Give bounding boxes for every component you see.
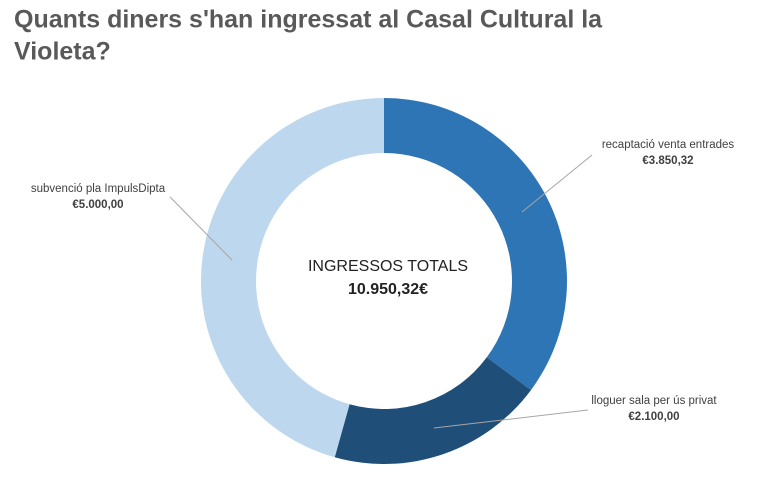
value-label: €3.850,32 <box>642 155 693 167</box>
donut-slice <box>200 98 384 458</box>
leader-line <box>169 196 233 261</box>
leader-line <box>521 154 593 213</box>
slice-label: subvenció pla ImpulsDipta <box>31 183 166 195</box>
slice-label: recaptació venta entrades <box>602 139 735 151</box>
chart-title: Violeta? <box>14 38 111 66</box>
center-value: 10.950,32€ <box>348 281 428 298</box>
value-label: €5.000,00 <box>72 199 123 211</box>
center-title: INGRESSOS TOTALS <box>308 258 468 275</box>
chart-title: Quants diners s'han ingressat al Casal C… <box>14 6 603 34</box>
value-label: €2.100,00 <box>628 411 679 423</box>
slice-label: lloguer sala per ús privat <box>591 395 717 407</box>
leader-line <box>433 409 589 429</box>
donut-slice <box>334 357 531 465</box>
donut-slice <box>384 98 567 391</box>
